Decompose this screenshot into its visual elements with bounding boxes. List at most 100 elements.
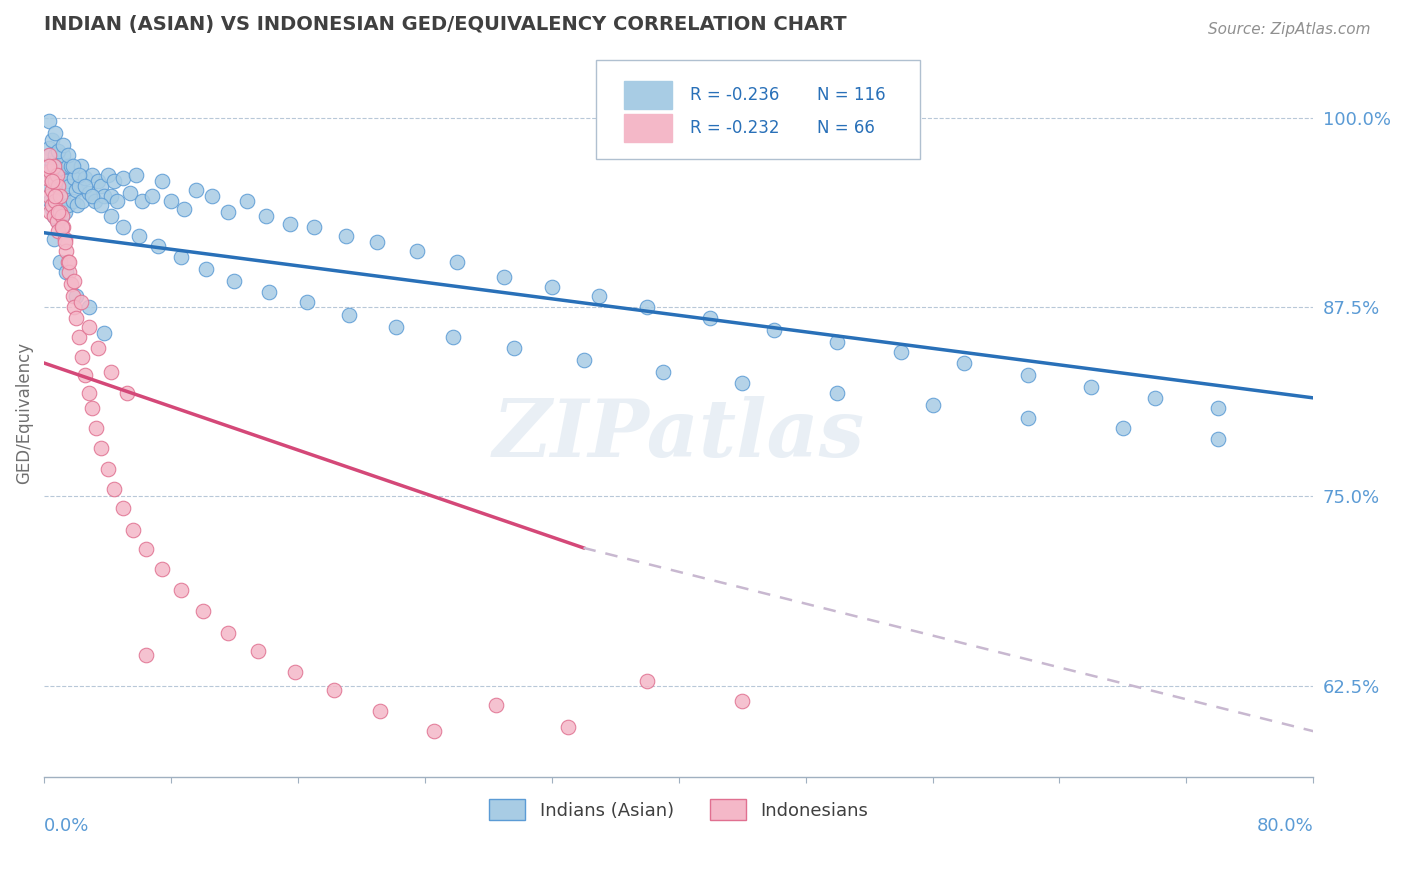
Point [557,720,579,734]
Point [69,295,91,310]
Text: R = -0.232: R = -0.232 [690,119,779,137]
Bar [624,114,672,142]
Point [62,194,84,208]
Point [921,399,943,413]
Point [53,168,76,182]
Point [100,209,122,223]
Point [150,562,173,576]
Point [44,174,66,188]
Point [93,326,115,340]
Point [97,168,120,182]
Point [135,648,157,663]
Point [65,289,87,303]
Point [51,168,73,182]
Point [90,178,112,193]
Point [39,204,62,219]
Point [56,159,79,173]
Point [827,386,849,401]
Point [1206,432,1229,446]
Point [53,232,76,246]
Point [51,209,73,223]
Point [1080,380,1102,394]
Point [44,148,66,162]
Point [93,189,115,203]
Point [302,219,325,234]
Point [247,644,270,658]
Point [169,250,191,264]
Point [48,213,70,227]
Point [41,156,63,170]
Point [953,356,976,370]
Text: 80.0%: 80.0% [1257,816,1313,835]
Point [141,189,163,203]
Point [494,269,516,284]
Point [112,501,135,516]
Point [56,198,79,212]
Point [112,171,135,186]
Point [77,300,100,314]
Point [502,341,524,355]
Point [69,159,91,173]
Point [42,209,65,223]
Point [731,694,754,708]
Point [41,198,63,212]
Point [1017,368,1039,383]
Point [52,219,75,234]
Point [55,265,77,279]
Point [323,683,346,698]
Point [45,213,67,227]
Point [37,163,59,178]
Point [446,254,468,268]
Point [49,254,72,268]
Point [65,310,87,325]
Point [100,365,122,379]
Point [53,235,76,249]
Point [731,376,754,390]
Point [38,159,60,173]
Point [173,202,195,216]
Point [75,178,97,193]
Point [49,204,72,219]
Point [60,277,83,292]
Point [56,148,79,162]
Text: R = -0.236: R = -0.236 [690,87,779,104]
Point [259,285,281,299]
Point [70,350,93,364]
Point [52,148,75,162]
Text: ZIPatlas: ZIPatlas [492,396,865,474]
Point [37,171,59,186]
Point [762,323,785,337]
Point [45,163,67,178]
Point [62,289,84,303]
Point [67,168,90,182]
Point [103,174,125,188]
Point [51,209,73,223]
Point [41,133,63,147]
Point [97,462,120,476]
Point [80,168,103,182]
Text: Source: ZipAtlas.com: Source: ZipAtlas.com [1208,22,1371,37]
Point [87,341,110,355]
Point [45,168,67,182]
Y-axis label: GED/Equivalency: GED/Equivalency [15,342,32,484]
Point [236,194,259,208]
Point [38,189,60,203]
Point [41,202,63,216]
Point [297,295,319,310]
Point [118,186,141,201]
Point [49,198,72,212]
Point [90,198,112,212]
Legend: Indians (Asian), Indonesians: Indians (Asian), Indonesians [482,792,876,827]
Point [278,217,301,231]
Point [890,345,912,359]
Point [48,204,70,219]
Point [42,209,65,223]
Point [44,189,66,203]
Point [423,724,446,739]
Point [44,189,66,203]
Point [48,144,70,158]
Point [651,365,673,379]
Point [44,126,66,140]
Point [131,194,153,208]
Point [44,194,66,208]
